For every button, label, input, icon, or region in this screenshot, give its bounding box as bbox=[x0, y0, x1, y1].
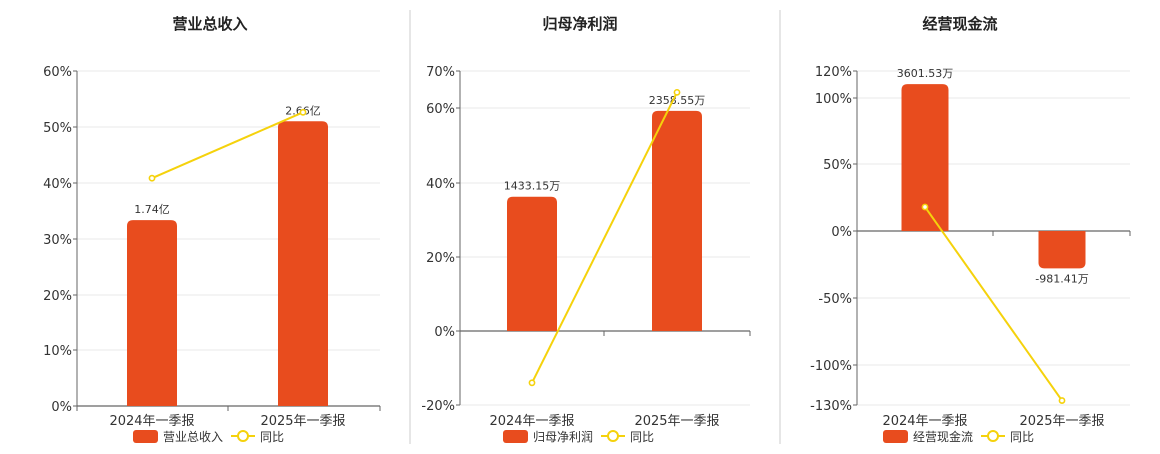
y-tick-label: 50% bbox=[43, 121, 72, 136]
y-tick-label: -130% bbox=[810, 399, 852, 414]
legend-label: 营业总收入 bbox=[163, 430, 223, 444]
y-tick-label: 10% bbox=[43, 344, 72, 359]
chart-title: 归母净利润 bbox=[542, 15, 617, 33]
y-tick-label: 120% bbox=[815, 65, 852, 80]
bar-data-label: 2358.55万 bbox=[649, 94, 706, 107]
bar-data-label: 3601.53万 bbox=[897, 67, 954, 80]
legend-line-marker bbox=[237, 430, 249, 442]
bar bbox=[901, 84, 949, 232]
y-tick-label: 30% bbox=[43, 233, 72, 248]
legend-bar-swatch bbox=[133, 430, 158, 443]
chart-title: 营业总收入 bbox=[172, 15, 247, 33]
y-tick-label: 20% bbox=[43, 289, 72, 304]
line-point bbox=[921, 203, 929, 211]
legend-bar-swatch bbox=[883, 430, 908, 443]
x-tick-label: 2025年一季报 bbox=[260, 414, 345, 429]
x-tick-label: 2024年一季报 bbox=[109, 414, 194, 429]
y-tick-label: 0% bbox=[434, 325, 455, 340]
legend-label: 同比 bbox=[1010, 430, 1034, 444]
y-tick-label: 40% bbox=[43, 177, 72, 192]
bar bbox=[278, 121, 328, 406]
legend-label: 同比 bbox=[260, 430, 284, 444]
x-tick-label: 2024年一季报 bbox=[882, 414, 967, 429]
bar bbox=[1038, 231, 1086, 269]
line-point bbox=[148, 174, 156, 182]
series-line bbox=[531, 91, 678, 384]
bar bbox=[652, 110, 702, 331]
x-tick-label: 2025年一季报 bbox=[634, 414, 719, 429]
bar bbox=[507, 196, 557, 331]
y-tick-label: 0% bbox=[51, 400, 72, 415]
y-tick-label: -50% bbox=[818, 292, 852, 307]
legend-label: 同比 bbox=[630, 430, 654, 444]
x-tick-label: 2024年一季报 bbox=[489, 414, 574, 429]
bar-data-label: 1.74亿 bbox=[134, 203, 170, 216]
legend-line-marker bbox=[607, 430, 619, 442]
chart-title: 经营现金流 bbox=[922, 15, 997, 33]
line-point bbox=[673, 88, 681, 96]
series-line bbox=[151, 111, 304, 180]
bar bbox=[127, 220, 177, 406]
legend-bar-swatch bbox=[503, 430, 528, 443]
y-tick-label: 40% bbox=[426, 177, 455, 192]
line-point bbox=[1058, 397, 1066, 404]
bar-data-label: -981.41万 bbox=[1035, 272, 1088, 285]
bar-data-label: 1433.15万 bbox=[504, 180, 561, 193]
line-point bbox=[299, 108, 307, 116]
y-tick-label: 70% bbox=[426, 65, 455, 80]
y-tick-label: 60% bbox=[426, 102, 455, 117]
legend-label: 归母净利润 bbox=[533, 430, 593, 444]
line-point bbox=[528, 379, 536, 387]
chart-3: 经营现金流 120% 100% 50% 0% -50% -100% -130% 3601.53万… bbox=[810, 15, 1131, 444]
chart-1: 营业总收入60%50%40%30%20%10%0%1.74亿2.66亿2024年… bbox=[43, 15, 381, 444]
y-tick-label: -100% bbox=[810, 359, 852, 374]
y-tick-label: 60% bbox=[43, 65, 72, 80]
chart-2: 归母净利润 70% 60% 40% 20% 0% -20% 1433.15万 2358.55万 2… bbox=[421, 15, 751, 444]
series-line bbox=[924, 206, 1063, 402]
legend-line-marker bbox=[987, 430, 999, 442]
legend-label: 经营现金流 bbox=[913, 429, 973, 444]
x-tick-label: 2025年一季报 bbox=[1019, 414, 1104, 429]
y-tick-label: 100% bbox=[815, 92, 852, 107]
y-tick-label: 50% bbox=[823, 158, 852, 173]
y-tick-label: -20% bbox=[421, 399, 455, 414]
y-tick-label: 0% bbox=[831, 225, 852, 240]
y-tick-label: 20% bbox=[426, 251, 455, 266]
